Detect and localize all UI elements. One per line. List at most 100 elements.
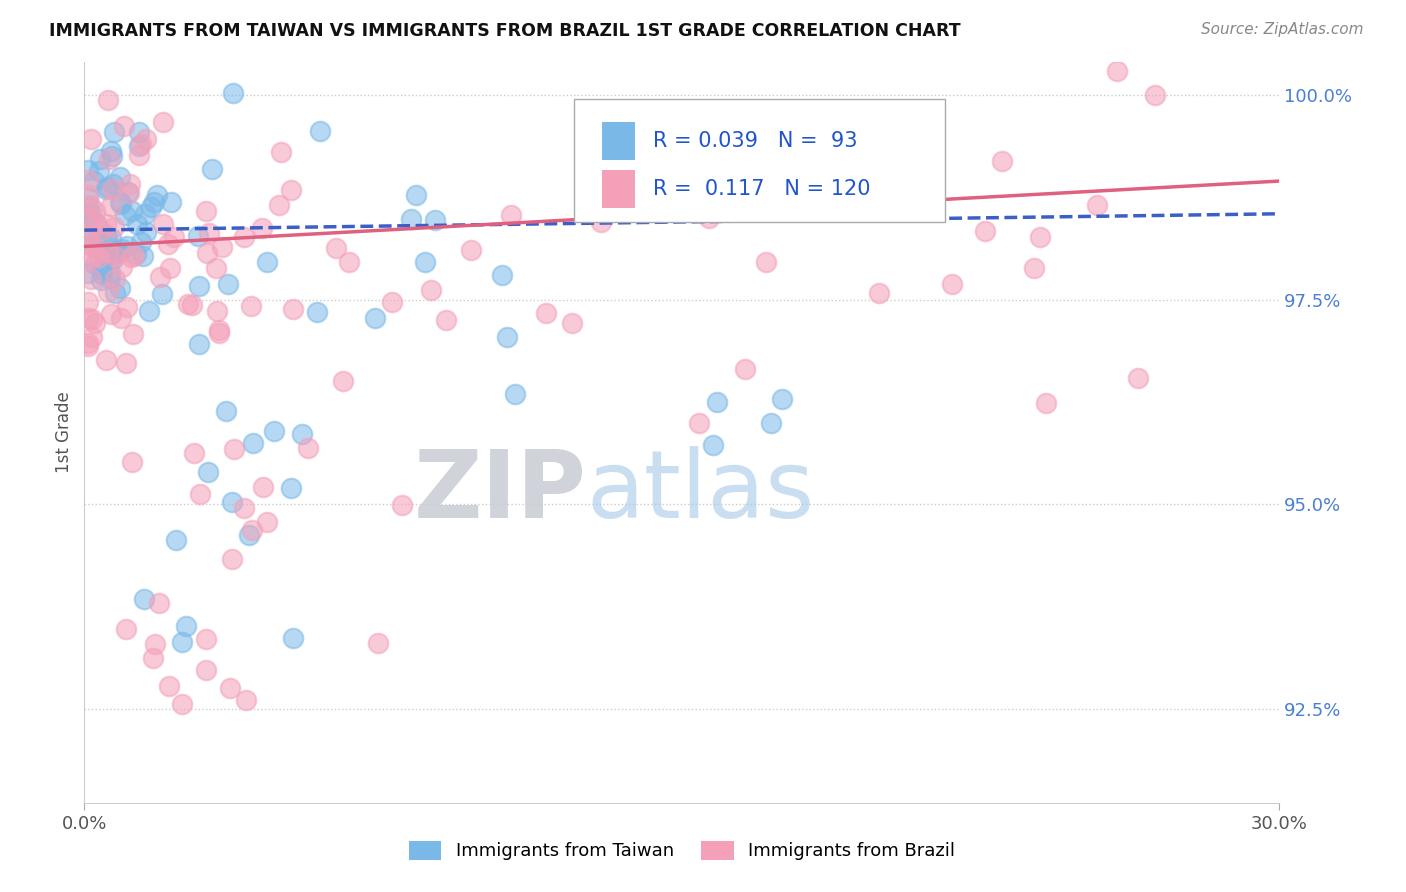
Point xyxy=(121,204,143,219)
Text: atlas: atlas xyxy=(586,446,814,538)
Y-axis label: 1st Grade: 1st Grade xyxy=(55,392,73,474)
Point xyxy=(188,487,211,501)
Point xyxy=(755,255,778,269)
Point xyxy=(104,271,127,285)
Point xyxy=(591,215,613,229)
Point xyxy=(240,523,263,537)
Point xyxy=(122,326,145,341)
Point xyxy=(77,231,100,245)
Text: R = 0.039   N =  93: R = 0.039 N = 93 xyxy=(654,131,858,151)
Point xyxy=(94,217,117,231)
Point xyxy=(1029,230,1052,244)
Point xyxy=(117,238,139,252)
Point xyxy=(242,436,264,450)
Point xyxy=(101,252,124,266)
Point xyxy=(391,499,413,513)
Point xyxy=(94,352,117,367)
Point xyxy=(115,356,138,370)
Text: Source: ZipAtlas.com: Source: ZipAtlas.com xyxy=(1201,22,1364,37)
Point xyxy=(1024,260,1046,275)
Point xyxy=(104,286,127,301)
Point xyxy=(108,170,131,185)
Point xyxy=(77,294,100,309)
Point xyxy=(188,336,211,351)
FancyBboxPatch shape xyxy=(575,99,945,221)
Point xyxy=(197,465,219,479)
Point xyxy=(281,631,304,645)
Point xyxy=(77,237,100,252)
Point xyxy=(83,204,105,219)
Point xyxy=(97,152,120,166)
Point xyxy=(104,249,127,263)
Point xyxy=(195,246,218,260)
Point xyxy=(280,481,302,495)
Point xyxy=(239,299,262,313)
Point xyxy=(128,125,150,139)
Point xyxy=(77,209,100,223)
Point xyxy=(134,207,156,221)
Point xyxy=(108,280,131,294)
Point xyxy=(974,224,997,238)
Point xyxy=(280,183,302,197)
Point xyxy=(734,361,756,376)
Point xyxy=(80,312,103,326)
Point xyxy=(941,277,963,291)
Point xyxy=(283,302,305,317)
Point xyxy=(89,164,111,178)
Point xyxy=(460,243,482,257)
Point xyxy=(159,260,181,275)
Point xyxy=(77,311,100,326)
Point xyxy=(215,404,238,418)
Point xyxy=(252,480,274,494)
Point xyxy=(112,119,135,133)
Point xyxy=(80,330,103,344)
Point xyxy=(101,181,124,195)
Point xyxy=(143,195,166,210)
Point xyxy=(235,693,257,707)
Point xyxy=(364,311,387,326)
Point xyxy=(84,257,107,271)
Point xyxy=(86,236,108,251)
Point xyxy=(103,125,125,139)
Point xyxy=(177,297,200,311)
Point xyxy=(100,230,122,244)
Point xyxy=(991,153,1014,168)
Point xyxy=(135,225,157,239)
Point xyxy=(332,374,354,388)
Point xyxy=(103,177,125,191)
Point xyxy=(194,204,217,219)
Point xyxy=(309,124,332,138)
Point xyxy=(180,298,202,312)
Point xyxy=(84,219,107,233)
Point xyxy=(91,267,114,281)
Point xyxy=(405,187,427,202)
Point xyxy=(1107,63,1129,78)
Point xyxy=(221,552,243,566)
Point xyxy=(425,213,447,227)
Point xyxy=(97,244,120,259)
Point xyxy=(208,323,231,337)
Point xyxy=(97,285,120,299)
Point xyxy=(110,196,132,211)
Point xyxy=(107,246,129,260)
Point xyxy=(534,306,557,320)
Point xyxy=(100,144,122,158)
Point xyxy=(128,139,150,153)
FancyBboxPatch shape xyxy=(602,121,636,161)
Point xyxy=(108,195,131,210)
Point xyxy=(122,249,145,263)
Point xyxy=(170,634,193,648)
Point xyxy=(160,195,183,210)
Point xyxy=(187,229,209,244)
Point xyxy=(367,636,389,650)
Point xyxy=(267,198,290,212)
Text: IMMIGRANTS FROM TAIWAN VS IMMIGRANTS FROM BRAZIL 1ST GRADE CORRELATION CHART: IMMIGRANTS FROM TAIWAN VS IMMIGRANTS FRO… xyxy=(49,22,960,40)
Point xyxy=(121,455,143,469)
Point xyxy=(142,650,165,665)
Point xyxy=(82,250,104,264)
Point xyxy=(77,187,100,202)
Point xyxy=(165,533,187,548)
Point xyxy=(77,173,100,187)
Point xyxy=(145,188,167,202)
Point xyxy=(419,283,441,297)
